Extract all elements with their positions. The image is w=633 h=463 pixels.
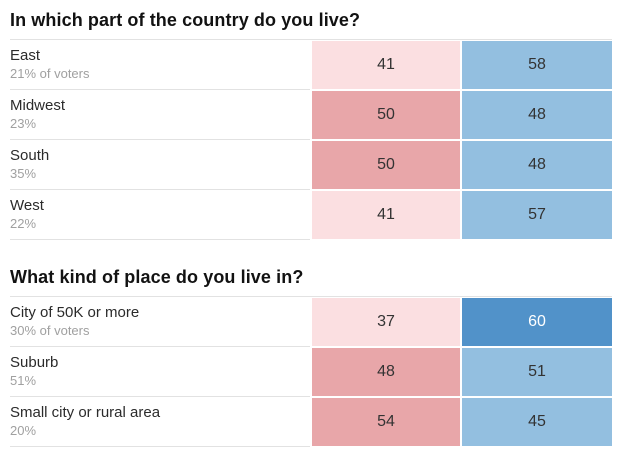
row-sublabel: 20% xyxy=(10,423,37,438)
row-label: Small city or rural area xyxy=(10,404,161,421)
row-label: Suburb xyxy=(10,354,59,371)
pink-value-cell: 41 xyxy=(312,41,460,89)
blue-value-cell: 45 xyxy=(462,398,612,446)
row-label-cell: Midwest 23% xyxy=(10,90,310,140)
pink-value-cell: 41 xyxy=(312,191,460,239)
row-label-cell: Small city or rural area 20% xyxy=(10,397,310,447)
pink-value-cell: 54 xyxy=(312,398,460,446)
table-row: Midwest 23% 50 48 xyxy=(10,90,612,140)
table-row: South 35% 50 48 xyxy=(10,140,612,190)
blue-value-cell: 51 xyxy=(462,348,612,396)
pink-value-cell: 50 xyxy=(312,141,460,189)
section-title: In which part of the country do you live… xyxy=(10,0,612,40)
table-row: Suburb 51% 48 51 xyxy=(10,347,612,397)
row-label-cell: Suburb 51% xyxy=(10,347,310,397)
survey-section-place: What kind of place do you live in? City … xyxy=(10,240,612,447)
row-sublabel: 35% xyxy=(10,166,37,181)
table-row: East 21% of voters 41 58 xyxy=(10,40,612,90)
row-label-cell: South 35% xyxy=(10,140,310,190)
row-label: East xyxy=(10,47,41,64)
row-label-cell: City of 50K or more 30% of voters xyxy=(10,297,310,347)
row-label: City of 50K or more xyxy=(10,304,140,321)
blue-value-cell: 58 xyxy=(462,41,612,89)
pink-value-cell: 50 xyxy=(312,91,460,139)
section-title: What kind of place do you live in? xyxy=(10,240,612,297)
row-label-cell: West 22% xyxy=(10,190,310,240)
survey-section-country: In which part of the country do you live… xyxy=(10,0,612,240)
blue-value-cell: 57 xyxy=(462,191,612,239)
blue-value-cell: 48 xyxy=(462,91,612,139)
row-sublabel: 23% xyxy=(10,116,37,131)
row-label: West xyxy=(10,197,44,214)
table-row: Small city or rural area 20% 54 45 xyxy=(10,397,612,447)
row-sublabel: 22% xyxy=(10,216,37,231)
row-sublabel: 51% xyxy=(10,373,37,388)
row-label: Midwest xyxy=(10,97,66,114)
table-row: City of 50K or more 30% of voters 37 60 xyxy=(10,297,612,347)
row-label-cell: East 21% of voters xyxy=(10,40,310,90)
blue-value-cell: 60 xyxy=(462,298,612,346)
pink-value-cell: 37 xyxy=(312,298,460,346)
row-label: South xyxy=(10,147,50,164)
pink-value-cell: 48 xyxy=(312,348,460,396)
blue-value-cell: 48 xyxy=(462,141,612,189)
row-sublabel: 30% of voters xyxy=(10,323,90,338)
survey-results-table: In which part of the country do you live… xyxy=(10,0,612,447)
table-row: West 22% 41 57 xyxy=(10,190,612,240)
row-sublabel: 21% of voters xyxy=(10,66,90,81)
